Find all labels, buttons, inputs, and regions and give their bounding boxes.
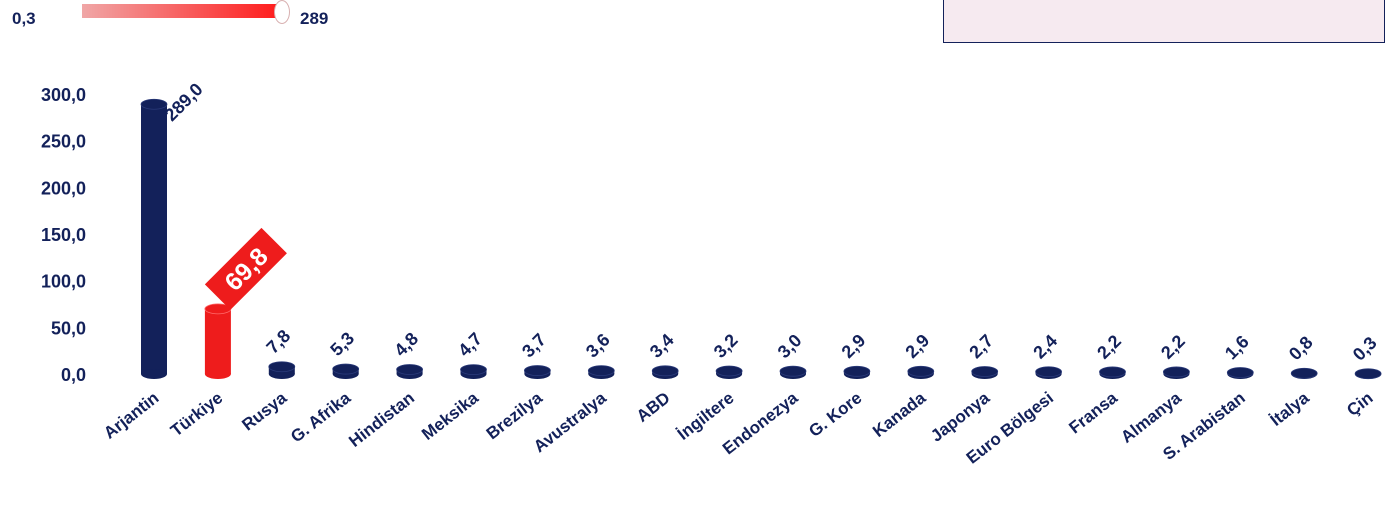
y-tick-label: 50,0	[51, 318, 86, 338]
value-label: 3,6	[582, 330, 614, 362]
y-axis: 0,0 50,0 100,0 150,0 200,0 250,0 300,0	[41, 85, 86, 385]
category-label: Meksika	[418, 388, 482, 444]
value-labels: 289,0 69,8 7,8 5,3 4,8 4,7 3,7 3,6 3,4 3,2 3,0 2,9 2…	[161, 79, 1381, 364]
value-label: 2,7	[965, 330, 997, 362]
bar-top	[651, 365, 679, 377]
bar	[907, 365, 935, 379]
bar-top	[460, 364, 487, 376]
category-label: Kanada	[869, 388, 930, 441]
value-label: 2,9	[901, 330, 933, 362]
bar	[1163, 366, 1190, 379]
bar	[268, 361, 296, 379]
bar-top	[1354, 368, 1382, 380]
y-tick-label: 0,0	[61, 365, 86, 385]
y-tick-label: 300,0	[41, 85, 86, 105]
value-label: 5,3	[326, 328, 358, 360]
value-label: 0,3	[1349, 333, 1381, 365]
bar	[779, 365, 807, 379]
y-tick-label: 100,0	[41, 272, 86, 292]
bar-top	[587, 365, 615, 377]
bar-top	[1226, 367, 1254, 378]
bar	[204, 303, 232, 379]
category-label: ABD	[633, 388, 674, 426]
value-label: 3,2	[710, 330, 742, 362]
bars	[140, 98, 1382, 380]
bar-top	[140, 98, 168, 110]
bar-top	[1099, 366, 1126, 378]
bar	[971, 366, 999, 379]
bar	[460, 364, 487, 379]
bar	[1226, 367, 1254, 379]
highlight-value-label: 69,8	[204, 227, 287, 310]
y-tick-label: 200,0	[41, 178, 86, 198]
category-label: İtalya	[1267, 388, 1313, 430]
legend-min-label: 0,3	[12, 9, 36, 28]
value-label: 2,4	[1029, 331, 1061, 363]
bar	[524, 365, 551, 379]
value-label: 2,2	[1093, 331, 1125, 363]
bar-base	[204, 369, 231, 379]
value-label: 7,8	[262, 326, 294, 358]
category-label: Türkiye	[167, 388, 226, 440]
category-label: Fransa	[1065, 388, 1121, 438]
bar-top	[524, 365, 551, 376]
bar-top	[332, 363, 360, 375]
bar	[843, 365, 871, 379]
bar-body	[204, 308, 231, 374]
bar	[587, 365, 615, 379]
value-label: 289,0	[161, 79, 207, 125]
bar-top	[396, 364, 424, 375]
y-tick-label: 250,0	[41, 132, 86, 152]
bar	[332, 363, 360, 379]
category-label: G. Afrika	[287, 388, 354, 447]
value-label: 3,0	[774, 330, 806, 362]
highlight-label-box	[204, 227, 287, 310]
bar-base	[268, 369, 295, 379]
category-label: Avustralya	[530, 388, 610, 456]
note-box	[943, 0, 1385, 43]
color-scale-knob	[274, 0, 290, 24]
value-label: 2,9	[838, 330, 870, 362]
bar-body	[141, 104, 167, 375]
legend-max-label: 289	[300, 9, 329, 28]
bar-top	[971, 366, 999, 377]
color-scale-bar	[82, 4, 282, 18]
bar	[1354, 368, 1382, 380]
bar	[1290, 367, 1318, 379]
category-label: G. Kore	[805, 388, 865, 441]
category-label: Rusya	[238, 388, 290, 435]
value-label: 4,7	[454, 329, 486, 361]
y-tick-label: 150,0	[41, 225, 86, 245]
value-label: 3,4	[646, 330, 678, 362]
bar-top	[1163, 366, 1190, 378]
bar-top	[715, 365, 743, 377]
bar-top	[1290, 367, 1318, 379]
value-label: 2,2	[1157, 331, 1189, 363]
bar	[715, 365, 743, 379]
value-label: 4,8	[390, 329, 422, 361]
bar-top	[779, 365, 807, 377]
value-label: 1,6	[1221, 331, 1253, 363]
bar-top	[843, 365, 871, 377]
bar	[1035, 366, 1062, 379]
category-label: Hindistan	[345, 388, 418, 451]
category-label: Arjantin	[100, 388, 162, 443]
value-label: 0,8	[1285, 332, 1317, 364]
bar	[396, 364, 424, 379]
bar	[1099, 366, 1126, 379]
bar	[140, 98, 168, 379]
bar	[651, 365, 679, 379]
value-label: 3,7	[518, 330, 550, 362]
category-label: Çin	[1343, 388, 1376, 420]
bar-top	[1035, 366, 1062, 378]
bar-top	[268, 361, 296, 373]
bar-top	[907, 365, 935, 377]
bar-base	[141, 369, 167, 379]
